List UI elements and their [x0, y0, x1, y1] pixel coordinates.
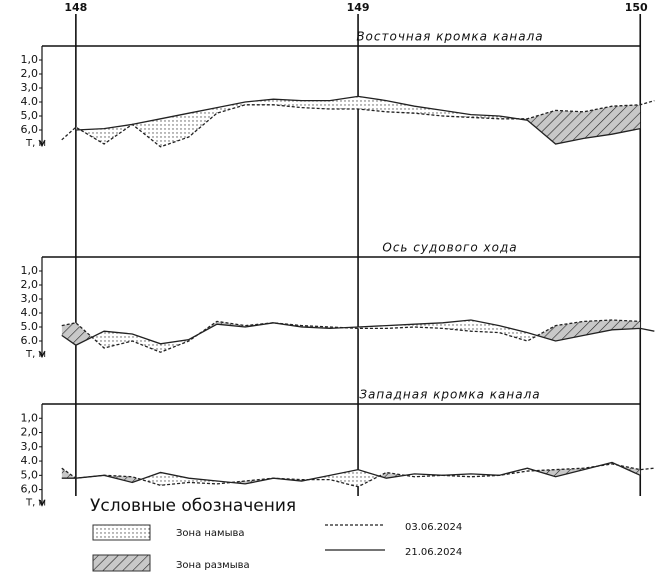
y-tick-label: 1,0	[21, 264, 39, 277]
series-line	[61, 463, 655, 488]
legend-label: Зона размыва	[176, 560, 250, 571]
legend-label: 21.06.2024	[405, 547, 462, 558]
deposition-zone	[61, 320, 641, 353]
series-line	[61, 461, 641, 485]
series-line	[61, 319, 641, 353]
deposition-zone	[61, 462, 641, 487]
legend-title: Условные обозначения	[90, 496, 296, 516]
y-tick-label: 6,0	[21, 483, 39, 496]
y-tick-label: 5.0	[21, 320, 39, 333]
legend-label: Зона намыва	[176, 528, 245, 539]
panel-title: Восточная кромка канала	[356, 30, 543, 44]
y-tick-label: 2,0	[21, 278, 39, 291]
y-tick-label: 1,0	[21, 411, 39, 424]
y-axis-label: Т, м	[25, 138, 46, 149]
series-line	[61, 319, 655, 346]
panel-title: Ось судового хода	[382, 241, 517, 255]
legend-swatch-deposit	[92, 524, 151, 541]
legend-label: 03.06.2024	[405, 522, 462, 533]
y-tick-label: 3,0	[21, 292, 39, 305]
y-axis-arrow	[38, 350, 46, 359]
legend-swatch-erosion	[92, 554, 151, 572]
y-tick-label: 6,0	[21, 123, 39, 136]
y-axis-label: Т, м	[25, 349, 46, 360]
series-line	[61, 99, 655, 148]
y-tick-label: 5,0	[21, 109, 39, 122]
x-tick-label: 148	[64, 1, 87, 14]
y-tick-label: 3,0	[21, 81, 39, 94]
series-line	[75, 95, 641, 145]
y-tick-label: 2,0	[21, 67, 39, 80]
y-axis-arrow	[38, 139, 46, 148]
y-tick-label: 1,0	[21, 53, 39, 66]
panel-title: Западная кромка канала	[359, 388, 540, 402]
y-tick-label: 4.0	[21, 306, 39, 319]
deposition-zone	[75, 96, 641, 147]
y-tick-label: 4.0	[21, 95, 39, 108]
y-tick-label: 2,0	[21, 426, 39, 439]
x-tick-label: 150	[625, 1, 648, 14]
y-axis-label: Т, м	[25, 498, 46, 509]
y-axis-arrow	[38, 499, 46, 507]
y-tick-label: 3,0	[21, 440, 39, 453]
y-tick-label: 4.0	[21, 454, 39, 467]
x-tick-label: 149	[347, 1, 370, 14]
y-tick-label: 5,0	[21, 468, 39, 481]
y-tick-label: 6.0	[21, 334, 39, 347]
